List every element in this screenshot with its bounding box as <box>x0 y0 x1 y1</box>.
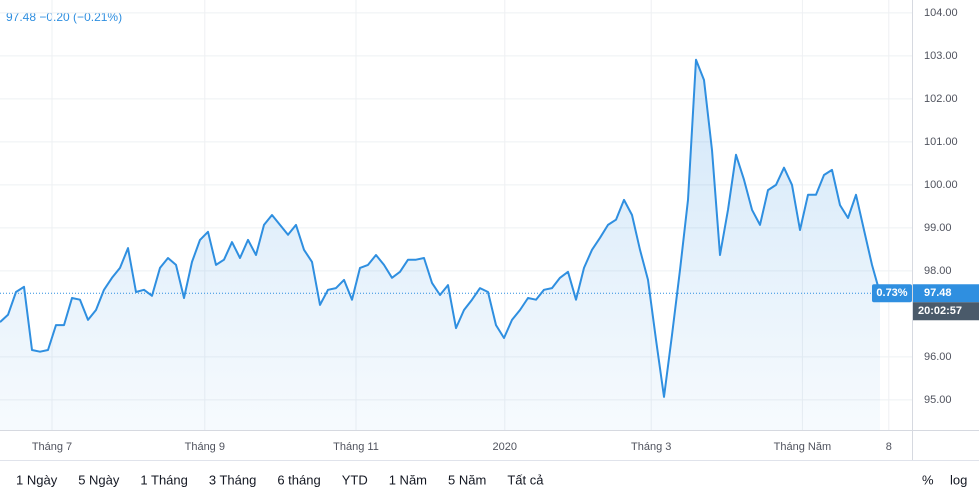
change-badge <box>872 284 912 303</box>
area <box>0 59 880 431</box>
y-tick-label: 95.00 <box>924 394 952 406</box>
range-button[interactable]: Tất cả <box>507 472 544 487</box>
percent-button[interactable]: % <box>922 472 934 487</box>
x-tick-label: 2020 <box>493 441 517 453</box>
y-tick-label: 100.00 <box>924 179 958 191</box>
y-tick-label: 102.00 <box>924 93 958 105</box>
time-label: 20:02:57 <box>918 305 962 317</box>
range-button[interactable]: 5 Ngày <box>78 472 120 487</box>
range-button[interactable]: YTD <box>342 472 368 487</box>
range-button[interactable]: 1 Năm <box>389 472 427 487</box>
range-button[interactable]: 6 tháng <box>277 472 320 487</box>
x-tick-label: 8 <box>886 441 892 453</box>
y-tick-label: 103.00 <box>924 50 958 62</box>
x-tick-label: Tháng 11 <box>333 441 379 453</box>
range-button[interactable]: 1 Tháng <box>140 472 187 487</box>
y-tick-label: 104.00 <box>924 7 958 19</box>
quote-header: 97.48 −0.20 (−0.21%) <box>6 10 122 24</box>
x-tick-label: Tháng 3 <box>631 441 671 453</box>
change-label: 0.73% <box>876 287 907 299</box>
y-tick-label: 101.00 <box>924 136 958 148</box>
y-tick-label: 98.00 <box>924 265 952 277</box>
y-tick-label: 99.00 <box>924 222 952 234</box>
price-badge <box>913 284 979 303</box>
line <box>0 58 881 398</box>
price-label: 97.48 <box>924 287 952 299</box>
x-tick-label: Tháng 7 <box>32 441 72 453</box>
log-button[interactable]: log <box>950 472 967 487</box>
x-tick-label: Tháng Năm <box>774 441 831 453</box>
range-button[interactable]: 5 Năm <box>448 472 486 487</box>
time-badge <box>913 302 979 321</box>
y-tick-label: 96.00 <box>924 351 952 363</box>
x-tick-label: Tháng 9 <box>185 441 225 453</box>
range-button[interactable]: 3 Tháng <box>209 472 256 487</box>
range-button[interactable]: 1 Ngày <box>16 472 58 487</box>
